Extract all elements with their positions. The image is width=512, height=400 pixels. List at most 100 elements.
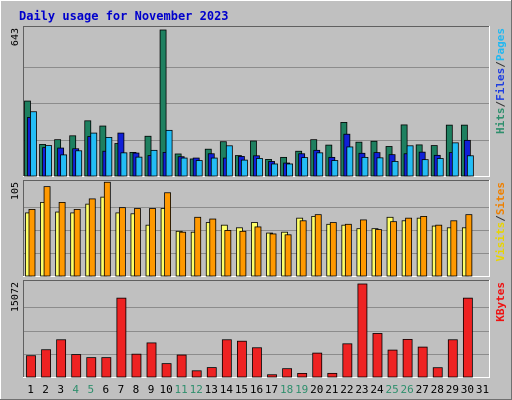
bar-pages-day-26: [406, 145, 414, 177]
bar-pages-day-23: [361, 156, 369, 177]
bar-kbytes-day-27: [417, 346, 428, 378]
bar-pages-day-12: [195, 160, 203, 177]
bar-pages-day-19: [301, 157, 309, 177]
bar-sites-day-4: [73, 209, 81, 277]
bar-sites-day-21: [329, 222, 337, 277]
x-tick-label-day-21: 21: [325, 383, 338, 396]
bar-pages-day-11: [180, 157, 188, 177]
bar-pages-day-3: [60, 154, 68, 177]
bar-sites-day-2: [43, 186, 51, 277]
panel-legend: Visits/Sites: [494, 182, 507, 262]
bar-sites-day-14: [224, 230, 232, 277]
legend-entry-2: Sites: [494, 182, 507, 215]
bar-sites-day-5: [88, 198, 96, 277]
bar-pages-day-4: [75, 150, 83, 177]
bar-pages-day-24: [376, 157, 384, 177]
series-kbytes: [26, 283, 473, 378]
bar-pages-day-16: [256, 158, 263, 177]
bar-kbytes-day-3: [56, 339, 67, 378]
bar-kbytes-day-13: [206, 367, 217, 378]
bar-sites-day-28: [435, 224, 443, 277]
bar-sites-day-20: [314, 214, 322, 277]
bar-pages-day-14: [225, 145, 233, 177]
y-axis-max-label: 15072: [10, 282, 21, 312]
y-axis-max-label: 643: [10, 28, 21, 46]
x-tick-label-day-14: 14: [220, 383, 234, 396]
bar-pages-day-22: [346, 146, 354, 177]
bar-sites-day-3: [58, 201, 66, 277]
legend-entry-2: Files: [494, 68, 507, 101]
bar-pages-day-5: [90, 132, 98, 177]
bar-sites-day-19: [299, 220, 307, 277]
bar-pages-day-2: [45, 145, 52, 177]
x-tick-label-day-11: 11: [175, 383, 188, 396]
bar-kbytes-day-16: [252, 347, 262, 378]
legend-entry-4: Pages: [494, 28, 507, 61]
series-pages: [30, 111, 474, 177]
x-tick-label-day-6: 6: [103, 383, 110, 396]
bar-kbytes-day-1: [26, 355, 36, 378]
bar-kbytes-day-12: [191, 370, 202, 378]
series-sites: [28, 181, 473, 277]
x-tick-label-day-3: 3: [57, 383, 64, 396]
x-tick-label-day-31: 31: [476, 383, 489, 396]
x-tick-label-day-23: 23: [355, 383, 368, 396]
x-tick-label-day-1: 1: [27, 383, 34, 396]
bar-pages-day-9: [150, 149, 158, 177]
bar-kbytes-day-28: [432, 367, 443, 378]
bar-pages-day-13: [210, 157, 218, 177]
chart-title: Daily usage for November 2023: [19, 9, 229, 23]
bar-kbytes-day-22: [342, 343, 353, 378]
bar-kbytes-day-4: [71, 354, 82, 378]
bar-pages-day-8: [135, 156, 143, 177]
bar-pages-day-27: [421, 159, 429, 177]
bar-sites-day-16: [254, 226, 262, 277]
x-tick-label-day-30: 30: [461, 383, 474, 396]
bar-sites-day-11: [179, 231, 187, 277]
bar-kbytes-day-23: [357, 283, 368, 378]
x-tick-label-day-27: 27: [416, 383, 429, 396]
bar-kbytes-day-6: [101, 357, 112, 378]
bar-kbytes-day-10: [161, 363, 172, 378]
legend-entry-0: KBytes: [494, 282, 507, 322]
bar-kbytes-day-30: [462, 297, 473, 378]
bar-sites-day-12: [194, 216, 202, 277]
x-tick-label-day-4: 4: [72, 383, 79, 396]
x-tick-label-day-15: 15: [235, 383, 248, 396]
bar-pages-day-29: [451, 142, 459, 177]
bar-pages-day-20: [316, 152, 324, 177]
bar-pages-day-15: [240, 159, 248, 177]
bar-kbytes-day-25: [387, 349, 398, 378]
bar-kbytes-day-26: [402, 338, 413, 378]
bar-kbytes-day-21: [327, 372, 338, 378]
x-tick-label-day-12: 12: [190, 383, 203, 396]
bar-kbytes-day-24: [372, 333, 383, 378]
x-tick-label-day-8: 8: [133, 383, 140, 396]
bar-pages-day-1: [30, 111, 37, 177]
x-tick-label-day-7: 7: [118, 383, 125, 396]
x-tick-label-day-9: 9: [148, 383, 155, 396]
x-tick-label-day-16: 16: [250, 383, 263, 396]
bar-sites-day-8: [134, 208, 141, 277]
x-tick-label-day-19: 19: [295, 383, 308, 396]
x-tick-label-day-17: 17: [265, 383, 278, 396]
bar-pages-day-28: [436, 158, 444, 177]
x-tick-label-day-29: 29: [446, 383, 459, 396]
bar-sites-day-10: [164, 192, 171, 277]
bar-kbytes-day-8: [131, 353, 142, 378]
panel-kbytes: 15072 KBytes: [10, 280, 507, 378]
bar-pages-day-30: [466, 155, 474, 177]
panel-visits-sites: 105 Visits/Sites: [10, 180, 507, 277]
bar-sites-day-29: [450, 220, 458, 277]
y-axis-max-label: 105: [10, 182, 21, 200]
panel-legend: KBytes: [494, 282, 507, 322]
bar-sites-day-9: [149, 208, 156, 277]
bar-sites-day-7: [118, 207, 126, 277]
x-tick-label-day-2: 2: [42, 383, 49, 396]
bar-sites-day-26: [405, 217, 413, 277]
bar-pages-day-6: [105, 136, 113, 177]
x-tick-label-day-24: 24: [370, 383, 384, 396]
bar-pages-day-10: [165, 129, 173, 177]
